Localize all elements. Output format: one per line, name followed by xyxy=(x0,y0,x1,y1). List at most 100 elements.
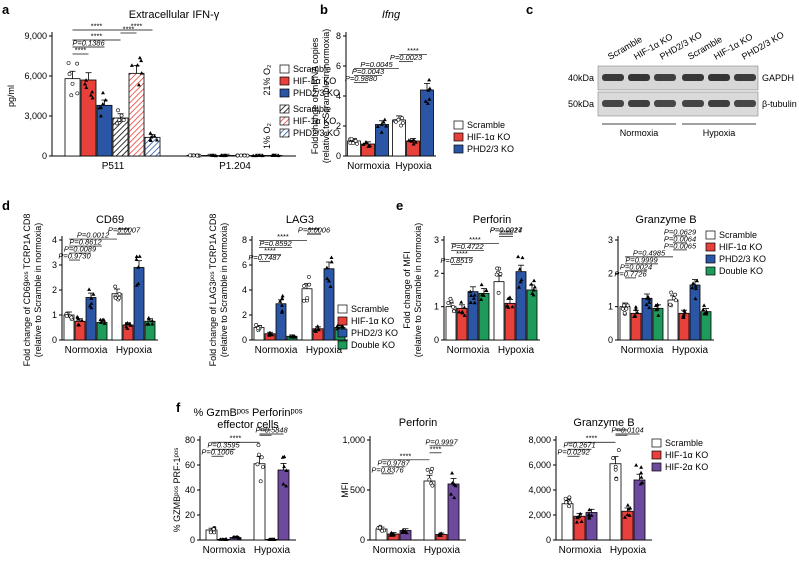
data-point xyxy=(428,470,433,475)
data-point xyxy=(270,537,275,541)
data-point xyxy=(532,278,537,283)
x-category-label: Normoxia xyxy=(203,545,246,556)
data-point xyxy=(423,99,428,103)
data-point xyxy=(624,306,629,311)
significance-label: P=0.9999 xyxy=(625,255,658,264)
data-point xyxy=(519,277,524,282)
significance-label: P=0.0024 xyxy=(490,226,522,235)
significance-label: P=0.0217 xyxy=(490,226,523,235)
data-point xyxy=(495,266,500,271)
legend-swatch xyxy=(651,462,662,472)
chart-title: LAG3 xyxy=(286,214,314,226)
data-point xyxy=(622,515,627,519)
data-point xyxy=(654,307,659,312)
data-point xyxy=(647,305,652,310)
x-category-label: Hypoxia xyxy=(116,345,153,356)
data-point xyxy=(329,255,334,259)
significance-label: P=0.8519 xyxy=(440,256,473,265)
data-point xyxy=(462,313,467,317)
significance-label: P=0.0292 xyxy=(557,448,590,457)
data-point xyxy=(100,90,105,95)
y-axis-label: MFI xyxy=(340,482,350,498)
legend-swatch xyxy=(279,104,290,114)
significance-label: **** xyxy=(308,226,320,235)
data-point xyxy=(656,313,661,317)
data-point xyxy=(430,483,435,488)
y-tick-label: 3 xyxy=(52,260,57,270)
data-point xyxy=(98,113,103,118)
y-tick-label: 0 xyxy=(434,335,439,345)
data-point xyxy=(613,464,618,469)
data-point xyxy=(270,332,275,337)
data-point xyxy=(89,305,94,310)
data-point xyxy=(517,285,522,289)
significance-label: P=0.0064 xyxy=(664,234,696,243)
data-point xyxy=(307,274,311,279)
data-point xyxy=(353,138,358,143)
data-point xyxy=(400,116,404,121)
data-point xyxy=(280,296,285,300)
data-point xyxy=(150,321,155,326)
data-point xyxy=(575,515,580,520)
data-point xyxy=(505,304,510,308)
y-tick-label: 4 xyxy=(52,235,57,245)
bar xyxy=(375,124,389,157)
data-point xyxy=(113,295,118,300)
data-point xyxy=(64,314,69,318)
data-point xyxy=(76,317,81,321)
data-point xyxy=(379,122,384,126)
x-category-label: P511 xyxy=(102,161,125,172)
data-point xyxy=(425,101,430,105)
bar xyxy=(133,267,145,341)
data-point xyxy=(480,292,485,297)
significance-label: **** xyxy=(456,249,468,258)
data-point xyxy=(234,535,239,539)
blot-band xyxy=(682,100,704,107)
data-point xyxy=(224,537,229,541)
data-point xyxy=(340,324,345,329)
significance-label: P=0.0006 xyxy=(298,226,331,235)
legend-label: HIF-1α KO xyxy=(665,450,708,460)
y-tick-label: 3,000 xyxy=(24,111,47,121)
data-point xyxy=(281,481,286,486)
y-tick-label: 2 xyxy=(242,310,247,320)
bar xyxy=(80,79,97,157)
data-point xyxy=(119,113,124,118)
data-point xyxy=(276,153,281,158)
y-tick-label: 0 xyxy=(42,151,47,161)
y-tick-label: 3 xyxy=(608,235,613,245)
bar xyxy=(96,104,113,157)
data-point xyxy=(404,530,409,535)
data-point xyxy=(402,529,407,533)
data-point xyxy=(134,257,139,261)
data-point xyxy=(472,293,477,297)
bar xyxy=(573,515,586,541)
data-point xyxy=(355,141,359,146)
data-point xyxy=(316,326,321,331)
blot-band-tubulin: β-tubulin xyxy=(762,99,797,109)
data-point xyxy=(75,61,80,66)
legend-swatch xyxy=(705,242,716,252)
legend-swatch xyxy=(337,328,348,338)
y-tick-label: 2 xyxy=(434,268,439,278)
chart-a: Extracellular IFN-γ 0 3,000 6,000 9,000 pg/ml… xyxy=(6,9,340,172)
legend-swatch xyxy=(705,254,716,264)
y-tick-label: 6,000 xyxy=(24,71,47,81)
data-point xyxy=(75,315,80,320)
data-point xyxy=(625,512,630,517)
data-point xyxy=(129,63,134,67)
data-point xyxy=(427,77,432,82)
data-point xyxy=(137,55,142,60)
data-point xyxy=(257,452,261,457)
blot-band xyxy=(628,74,650,81)
data-point xyxy=(284,483,289,488)
x-category-label: Normoxia xyxy=(559,545,602,556)
data-point xyxy=(510,304,515,309)
significance-label: **** xyxy=(308,226,320,235)
x-category-label: Normoxia xyxy=(621,345,664,356)
data-point xyxy=(518,279,523,284)
significance-label: **** xyxy=(260,427,272,436)
data-point xyxy=(117,117,122,122)
y-tick-label: 0 xyxy=(546,535,551,545)
